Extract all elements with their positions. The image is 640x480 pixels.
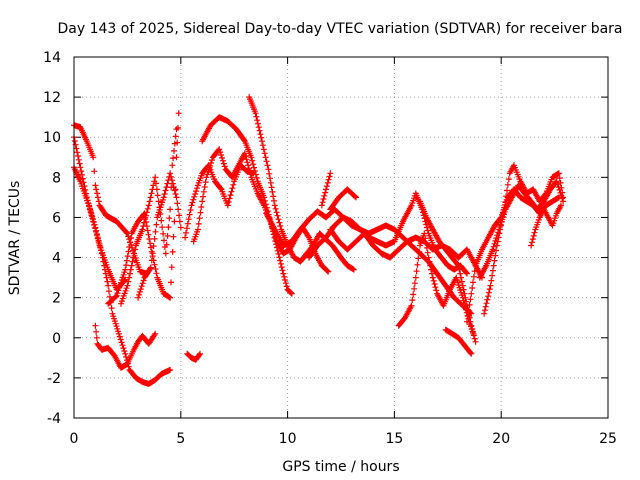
series-track-o (327, 186, 359, 213)
series-markers (528, 202, 564, 249)
series-track-s (442, 326, 475, 357)
y-tick-label: -2 (47, 371, 61, 387)
series-markers (135, 170, 184, 301)
series-track-w (464, 186, 562, 325)
series-markers (71, 134, 129, 293)
series-markers (306, 190, 470, 277)
series-track-p (306, 190, 470, 277)
series-track-g (135, 170, 184, 301)
series-markers (118, 126, 180, 307)
y-tick-label: -4 (47, 411, 61, 427)
y-tick-label: 0 (52, 331, 61, 347)
series-track-l (246, 94, 357, 273)
series-track-e (105, 110, 182, 307)
axis-ticks: 0 5 10 15 20 25 -4 -2 0 2 4 6 8 10 12 14 (43, 50, 617, 447)
x-axis-label: GPS time / hours (282, 459, 399, 475)
series-markers (182, 162, 257, 241)
series-track-q (327, 226, 485, 281)
series-markers (442, 326, 475, 357)
series-track-r (395, 230, 477, 337)
series-markers (327, 226, 485, 281)
data-points (71, 94, 567, 387)
x-tick-label: 15 (385, 431, 403, 447)
x-tick-label: 25 (599, 431, 617, 447)
y-tick-label: 8 (52, 170, 61, 186)
series-markers (246, 94, 357, 273)
chart-title: Day 143 of 2025, Sidereal Day-to-day VTE… (57, 21, 622, 37)
series-markers (395, 230, 477, 337)
y-tick-label: 14 (43, 50, 61, 66)
series-track-t (417, 198, 479, 345)
series-track-i (182, 162, 257, 241)
series-markers (327, 186, 359, 213)
x-tick-label: 5 (176, 431, 185, 447)
series-track-f (118, 126, 180, 307)
series-track-b (71, 134, 129, 293)
series-track-v (481, 162, 567, 317)
series-markers (318, 170, 334, 209)
series-markers (481, 162, 567, 317)
series-markers (417, 198, 479, 345)
series-markers (71, 122, 150, 277)
y-tick-label: 4 (52, 251, 61, 267)
series-track-h (184, 350, 203, 363)
y-tick-label: 10 (43, 130, 61, 146)
series-track-a (71, 122, 150, 277)
y-tick-label: 2 (52, 291, 61, 307)
series-track-d (92, 322, 159, 371)
x-tick-label: 20 (492, 431, 510, 447)
series-markers (464, 186, 562, 325)
grid (74, 57, 608, 418)
series-track-n (318, 170, 334, 209)
series-markers (184, 350, 203, 363)
x-tick-label: 10 (279, 431, 297, 447)
series-markers (92, 322, 159, 371)
series-track-x (528, 202, 564, 249)
y-tick-label: 12 (43, 90, 61, 106)
plot-frame (73, 56, 609, 419)
x-tick-label: 0 (70, 431, 79, 447)
series-markers (105, 110, 182, 307)
y-axis-label: SDTVAR / TECUs (7, 181, 23, 296)
y-tick-label: 6 (52, 210, 61, 226)
